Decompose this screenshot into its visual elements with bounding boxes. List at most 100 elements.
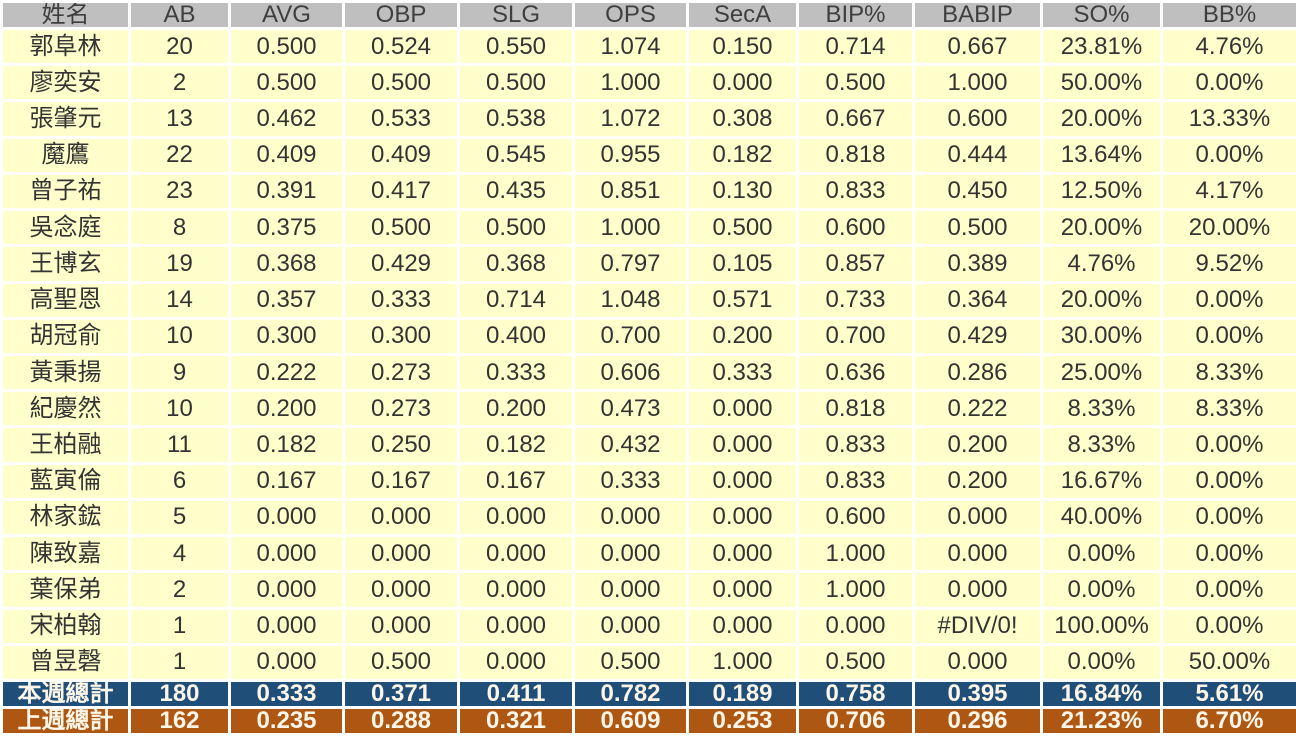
stat-cell-seca: 0.000 xyxy=(686,497,799,538)
stat-cell-ab: 6 xyxy=(128,461,231,501)
total-rows: 本週總計 180 0.333 0.371 0.411 0.782 0.189 0.758 0.3… xyxy=(0,679,1296,736)
column-header-ab: AB xyxy=(128,0,231,30)
stat-cell-obp: 0.250 xyxy=(342,425,460,465)
total-cell-this-week-slg: 0.411 xyxy=(457,679,575,709)
stat-cell-babip: 0.000 xyxy=(912,534,1043,574)
stat-cell-ab: 5 xyxy=(128,497,231,538)
player-name-cell: 曾昱磬 xyxy=(0,642,131,683)
stat-cell-seca: 0.130 xyxy=(686,171,799,212)
stat-cell-bb: 9.52% xyxy=(1160,244,1296,284)
stat-cell-avg: 0.000 xyxy=(228,606,345,646)
total-row-last-week: 上週總計 162 0.235 0.288 0.321 0.609 0.253 0.706 0.2… xyxy=(0,706,1296,736)
player-row: 紀慶然 10 0.200 0.273 0.200 0.473 0.000 0.818 0.222… xyxy=(0,389,1296,429)
stat-cell-ops: 0.432 xyxy=(572,425,689,465)
stat-cell-obp: 0.273 xyxy=(342,389,460,429)
stat-cell-bip: 1.000 xyxy=(796,570,915,610)
stat-cell-bip: 0.636 xyxy=(796,352,915,393)
total-cell-last-week-bb: 6.70% xyxy=(1160,706,1296,736)
stat-cell-avg: 0.222 xyxy=(228,352,345,393)
stat-cell-babip: 0.000 xyxy=(912,497,1043,538)
player-name-cell: 郭阜林 xyxy=(0,26,131,67)
stat-cell-bip: 0.818 xyxy=(796,135,915,175)
stat-cell-slg: 0.400 xyxy=(457,316,575,356)
stat-cell-babip: 0.000 xyxy=(912,570,1043,610)
stat-cell-so: 25.00% xyxy=(1040,352,1163,393)
stat-cell-ab: 10 xyxy=(128,389,231,429)
stat-cell-bb: 4.76% xyxy=(1160,26,1296,67)
stat-cell-avg: 0.000 xyxy=(228,497,345,538)
total-cell-this-week-seca: 0.189 xyxy=(686,679,799,709)
stat-cell-ab: 13 xyxy=(128,99,231,139)
stat-cell-ab: 8 xyxy=(128,208,231,248)
stat-cell-slg: 0.435 xyxy=(457,171,575,212)
stat-cell-so: 20.00% xyxy=(1040,99,1163,139)
stat-cell-babip: #DIV/0! xyxy=(912,606,1043,646)
total-cell-last-week-ops: 0.609 xyxy=(572,706,689,736)
stat-cell-obp: 0.000 xyxy=(342,570,460,610)
stat-cell-ops: 0.000 xyxy=(572,534,689,574)
stat-cell-slg: 0.200 xyxy=(457,389,575,429)
stat-cell-obp: 0.000 xyxy=(342,497,460,538)
player-name-cell: 廖奕安 xyxy=(0,63,131,103)
column-header-so: SO% xyxy=(1040,0,1163,30)
stat-cell-bip: 0.833 xyxy=(796,461,915,501)
player-row: 曾子祐 23 0.391 0.417 0.435 0.851 0.130 0.833 0.450… xyxy=(0,171,1296,212)
stat-cell-bip: 0.700 xyxy=(796,316,915,356)
stat-cell-ab: 20 xyxy=(128,26,231,67)
total-cell-this-week-avg: 0.333 xyxy=(228,679,345,709)
stat-cell-obp: 0.533 xyxy=(342,99,460,139)
stat-cell-avg: 0.000 xyxy=(228,570,345,610)
stat-cell-so: 16.67% xyxy=(1040,461,1163,501)
stat-cell-bip: 1.000 xyxy=(796,534,915,574)
stat-cell-bb: 0.00% xyxy=(1160,570,1296,610)
stat-cell-avg: 0.368 xyxy=(228,244,345,284)
stat-cell-ab: 1 xyxy=(128,642,231,683)
stat-cell-bip: 0.500 xyxy=(796,63,915,103)
total-cell-this-week-so: 16.84% xyxy=(1040,679,1163,709)
player-name-cell: 曾子祐 xyxy=(0,171,131,212)
stat-cell-slg: 0.550 xyxy=(457,26,575,67)
stat-cell-slg: 0.000 xyxy=(457,606,575,646)
stat-cell-so: 40.00% xyxy=(1040,497,1163,538)
stat-cell-bip: 0.833 xyxy=(796,171,915,212)
player-name-cell: 吳念庭 xyxy=(0,208,131,248)
stat-cell-obp: 0.000 xyxy=(342,606,460,646)
stat-cell-slg: 0.538 xyxy=(457,99,575,139)
stat-cell-seca: 0.000 xyxy=(686,534,799,574)
player-row: 王柏融 11 0.182 0.250 0.182 0.432 0.000 0.833 0.200… xyxy=(0,425,1296,465)
stat-cell-so: 4.76% xyxy=(1040,244,1163,284)
column-header-slg: SLG xyxy=(457,0,575,30)
player-name-cell: 藍寅倫 xyxy=(0,461,131,501)
stat-cell-bip: 0.600 xyxy=(796,497,915,538)
stat-cell-bb: 0.00% xyxy=(1160,316,1296,356)
player-name-cell: 魔鷹 xyxy=(0,135,131,175)
stat-cell-so: 0.00% xyxy=(1040,570,1163,610)
stat-cell-ops: 1.000 xyxy=(572,63,689,103)
stat-cell-ops: 0.500 xyxy=(572,642,689,683)
total-cell-last-week-slg: 0.321 xyxy=(457,706,575,736)
stat-cell-slg: 0.368 xyxy=(457,244,575,284)
player-row: 王博玄 19 0.368 0.429 0.368 0.797 0.105 0.857 0.389… xyxy=(0,244,1296,284)
player-name-cell: 林家鋐 xyxy=(0,497,131,538)
stat-cell-ab: 9 xyxy=(128,352,231,393)
stat-cell-avg: 0.409 xyxy=(228,135,345,175)
player-name-cell: 葉保弟 xyxy=(0,570,131,610)
stat-cell-obp: 0.409 xyxy=(342,135,460,175)
stat-cell-ab: 23 xyxy=(128,171,231,212)
stat-cell-bb: 20.00% xyxy=(1160,208,1296,248)
stat-cell-babip: 0.500 xyxy=(912,208,1043,248)
stat-cell-avg: 0.500 xyxy=(228,63,345,103)
stat-cell-avg: 0.300 xyxy=(228,316,345,356)
stat-cell-bb: 8.33% xyxy=(1160,389,1296,429)
stat-cell-slg: 0.545 xyxy=(457,135,575,175)
stat-cell-avg: 0.000 xyxy=(228,642,345,683)
stat-cell-slg: 0.500 xyxy=(457,63,575,103)
stat-cell-bb: 50.00% xyxy=(1160,642,1296,683)
stat-cell-babip: 0.389 xyxy=(912,244,1043,284)
total-cell-last-week-babip: 0.296 xyxy=(912,706,1043,736)
total-cell-last-week-avg: 0.235 xyxy=(228,706,345,736)
player-name-cell: 張肇元 xyxy=(0,99,131,139)
stat-cell-avg: 0.462 xyxy=(228,99,345,139)
